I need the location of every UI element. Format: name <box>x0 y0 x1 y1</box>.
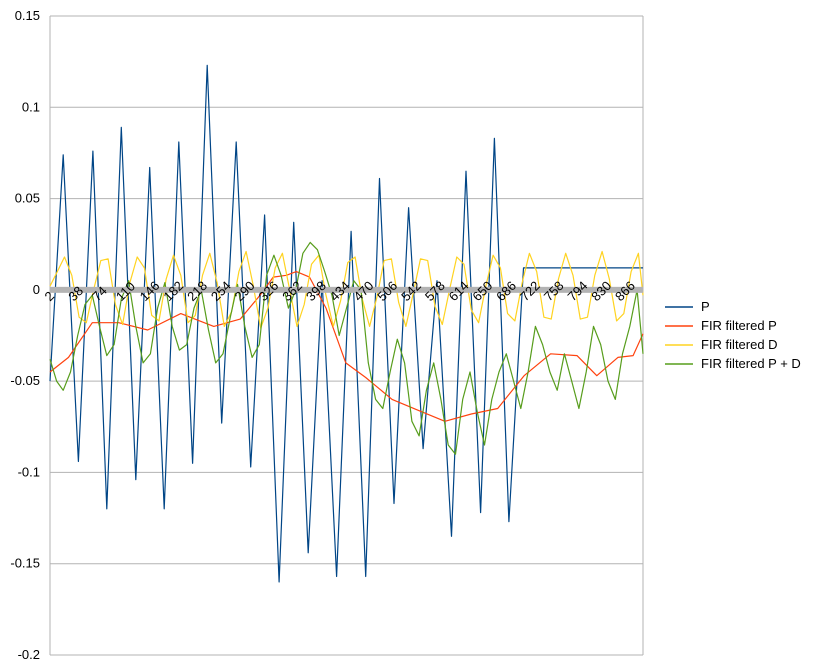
y-tick-label: 0.1 <box>22 99 40 114</box>
x-tick-label: 110 <box>113 279 138 304</box>
x-tick-label: 506 <box>374 278 400 304</box>
series-line-3 <box>49 241 644 455</box>
x-tick-label: 578 <box>422 278 448 304</box>
x-tick-label: 146 <box>137 278 163 304</box>
y-tick-label: -0.1 <box>18 464 40 479</box>
x-axis-minor-ticks <box>50 286 643 293</box>
legend-label: P <box>701 299 710 314</box>
x-tick-label: 794 <box>565 278 591 304</box>
legend-item: FIR filtered D <box>665 337 778 352</box>
x-tick-label: 290 <box>232 278 258 304</box>
x-tick-label: 182 <box>160 278 186 304</box>
legend: P FIR filtered P FIR filtered D FIR filtere… <box>665 299 801 371</box>
x-tick-label: 722 <box>517 278 543 304</box>
x-tick-label: 218 <box>184 278 210 304</box>
y-tick-label: -0.05 <box>10 373 40 388</box>
x-tick-label: 866 <box>612 278 638 304</box>
y-tick-label: -0.15 <box>10 556 40 571</box>
legend-label: FIR filtered P <box>701 318 777 333</box>
y-tick-label: 0.05 <box>15 191 40 206</box>
x-tick-label: 614 <box>446 278 472 304</box>
legend-item: P <box>665 299 710 314</box>
x-tick-label: 758 <box>541 278 567 304</box>
x-axis-ticks: 2 38 74 11014618221825429032636239843447050… <box>42 278 639 304</box>
legend-item: FIR filtered P <box>665 318 777 333</box>
legend-item: FIR filtered P + D <box>665 356 801 371</box>
x-tick-label: 650 <box>469 278 495 304</box>
x-tick-label: 254 <box>208 278 234 304</box>
y-tick-label: 0.15 <box>15 8 40 23</box>
series-layer <box>49 64 644 583</box>
x-tick-label: 542 <box>398 278 424 304</box>
series-line-0 <box>49 64 643 583</box>
y-tick-label: -0.2 <box>18 647 40 662</box>
x-tick-label: 398 <box>303 278 329 304</box>
legend-label: FIR filtered D <box>701 337 778 352</box>
x-axis <box>50 286 643 293</box>
y-tick-label: 0 <box>33 282 40 297</box>
x-tick-label: 686 <box>493 278 519 304</box>
y-axis-ticks: 0.15 0.1 0.05 0 -0.05 -0.1 -0.15 -0.2 <box>10 8 40 662</box>
series-line-2 <box>49 250 644 329</box>
x-tick-label: 74 <box>89 283 110 304</box>
x-tick-label: 38 <box>65 283 86 304</box>
legend-label: FIR filtered P + D <box>701 356 801 371</box>
